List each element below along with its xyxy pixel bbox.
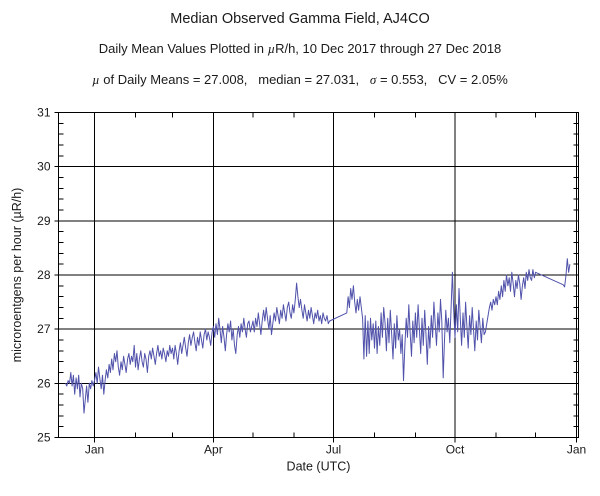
chart-subtitle: Daily Mean Values Plotted in µR/h, 10 De… bbox=[0, 41, 600, 57]
axis-text: Oct bbox=[446, 443, 465, 457]
x-tick-labels: Jan Apr Jul Oct Jan bbox=[85, 443, 586, 457]
chart-stats-line: µ of Daily Means = 27.008, median = 27.0… bbox=[0, 72, 600, 88]
axis-titles: Date (UTC) microroentgens per hour (µR/h) bbox=[10, 188, 350, 474]
text-fragment: µ bbox=[92, 72, 100, 87]
y-tick-labels: 25 26 27 28 29 30 31 bbox=[37, 106, 51, 445]
text-fragment: Daily Mean Values Plotted in bbox=[98, 41, 268, 56]
axis-text: 28 bbox=[37, 268, 51, 282]
text-fragment: R/h, 10 Dec 2017 through 27 Dec 2018 bbox=[275, 41, 502, 56]
axis-text: 30 bbox=[37, 160, 51, 174]
text-fragment: of Daily Means = 27.008, median = 27.031… bbox=[99, 72, 370, 87]
axis-text: Jan bbox=[567, 443, 586, 457]
axis-text: 31 bbox=[37, 106, 51, 120]
y-axis-label: microroentgens per hour (µR/h) bbox=[10, 188, 24, 363]
text-fragment: = 0.553, CV = 2.05% bbox=[376, 72, 508, 87]
text-fragment: σ bbox=[369, 72, 377, 87]
axis-text: Jan bbox=[85, 443, 104, 457]
chart-title: Median Observed Gamma Field, AJ4CO bbox=[170, 11, 430, 27]
axis-text: 26 bbox=[37, 376, 51, 390]
text-fragment: µ bbox=[267, 41, 276, 56]
axis-text: 25 bbox=[37, 431, 51, 445]
series-line bbox=[65, 258, 571, 414]
daily-mean-series-polyline bbox=[65, 258, 571, 414]
plot-border bbox=[58, 112, 579, 438]
minor-ticks bbox=[58, 112, 579, 438]
axis-text: Apr bbox=[204, 443, 223, 457]
x-axis-label: Date (UTC) bbox=[287, 460, 351, 474]
axis-text: 29 bbox=[37, 214, 51, 228]
grid-lines bbox=[54, 112, 579, 443]
axis-text: 27 bbox=[37, 322, 51, 336]
axis-text: Jul bbox=[326, 443, 341, 457]
